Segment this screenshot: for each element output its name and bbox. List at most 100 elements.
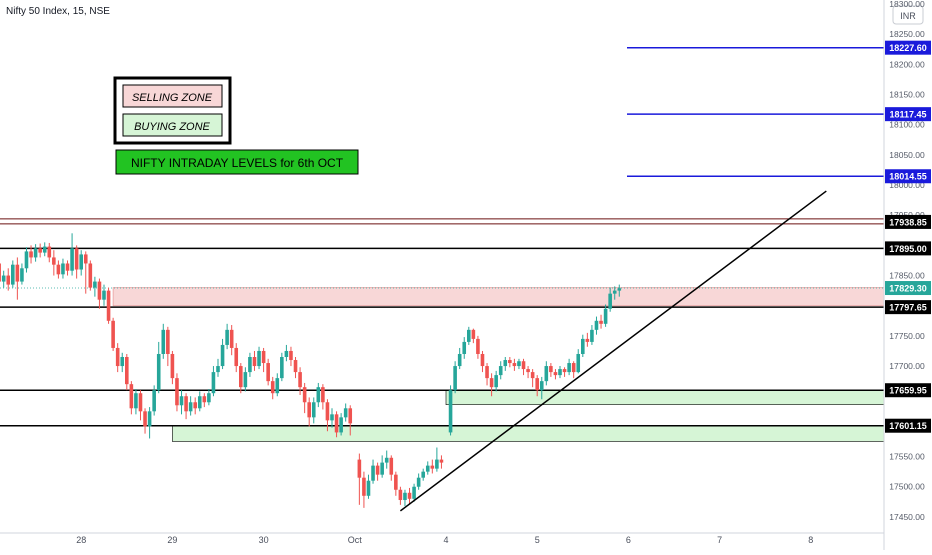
candle-body xyxy=(202,396,207,403)
candle xyxy=(553,369,558,380)
candle-body xyxy=(97,281,102,300)
resistance-price-tag xyxy=(885,107,931,122)
candle-body xyxy=(152,390,156,412)
candle-body xyxy=(485,366,489,379)
currency-badge[interactable] xyxy=(892,5,924,25)
candle-body xyxy=(261,350,266,364)
candle-body xyxy=(421,471,425,478)
candle xyxy=(188,396,193,416)
candle xyxy=(435,447,439,472)
candle-body xyxy=(239,366,243,388)
candle xyxy=(544,361,549,386)
candle xyxy=(457,347,462,370)
y-tick-label: 18300.00 xyxy=(889,0,925,9)
candle xyxy=(334,411,339,438)
candle-body xyxy=(147,411,152,427)
candle xyxy=(61,258,65,279)
y-tick-label: 17700.00 xyxy=(889,361,925,371)
candle xyxy=(147,407,152,439)
candle-body xyxy=(508,360,512,364)
candle xyxy=(375,462,380,481)
candle-body xyxy=(462,341,467,354)
candle xyxy=(512,358,517,371)
candle xyxy=(70,233,74,276)
candle-body xyxy=(42,246,47,253)
candle xyxy=(111,317,115,351)
candle xyxy=(170,350,175,385)
candle-body xyxy=(229,329,234,348)
candle-body xyxy=(612,290,617,294)
y-tick-label: 17450.00 xyxy=(889,512,925,522)
candle xyxy=(608,287,612,312)
resistance-price-tag xyxy=(885,169,931,184)
y-tick-label: 18150.00 xyxy=(889,90,925,100)
candle xyxy=(184,393,188,420)
candle-body xyxy=(184,396,188,412)
candle-body xyxy=(348,408,353,424)
candle xyxy=(234,343,239,373)
candle-body xyxy=(489,378,494,388)
candle xyxy=(239,363,243,394)
x-tick-label: 5 xyxy=(535,535,540,545)
candle-body xyxy=(403,492,407,501)
candle-body xyxy=(467,329,471,342)
candle-body xyxy=(512,363,517,367)
candle xyxy=(88,260,93,291)
candle xyxy=(1,270,6,288)
candle-body xyxy=(252,357,257,367)
candle-body xyxy=(394,474,398,490)
candle xyxy=(38,243,42,258)
candle xyxy=(65,260,70,276)
x-tick-label: 4 xyxy=(443,535,448,545)
candle xyxy=(156,341,161,394)
candle-body xyxy=(225,329,229,345)
candle-body xyxy=(398,489,403,501)
candle-body xyxy=(120,357,125,367)
y-tick-label: 18000.00 xyxy=(889,180,925,190)
candle-body xyxy=(517,361,521,367)
candle-body xyxy=(321,387,325,403)
candle xyxy=(398,486,403,505)
candle-body xyxy=(375,465,380,475)
candle xyxy=(270,376,275,400)
candle-body xyxy=(480,353,485,367)
candle-body xyxy=(0,263,1,282)
candle-body xyxy=(134,393,138,409)
candle xyxy=(476,335,480,359)
candle-body xyxy=(211,372,216,394)
candle-body xyxy=(52,257,56,265)
candle-body xyxy=(539,381,544,391)
candle-body xyxy=(56,264,61,275)
level-price-tag xyxy=(885,418,931,433)
candle xyxy=(302,382,307,414)
candle-body xyxy=(166,329,170,354)
candle-body xyxy=(170,353,175,379)
candle xyxy=(339,413,343,436)
candle-body xyxy=(138,393,143,412)
candle-body xyxy=(143,411,147,427)
candle xyxy=(558,366,562,379)
candle-body xyxy=(11,264,15,285)
resistance-price-label: 18227.60 xyxy=(889,43,927,53)
candle-body xyxy=(266,363,270,382)
y-tick-label: 18100.00 xyxy=(889,120,925,130)
candle-body xyxy=(339,417,343,433)
y-tick-label: 17500.00 xyxy=(889,482,925,492)
candle-body xyxy=(366,480,371,496)
candle-body xyxy=(558,369,562,376)
candle xyxy=(293,357,298,379)
candle-body xyxy=(544,366,549,382)
candle-body xyxy=(79,254,83,270)
candle-body xyxy=(38,248,42,253)
buying-zone-swatch xyxy=(122,113,223,137)
candle-body xyxy=(530,372,535,379)
candle xyxy=(453,361,457,394)
candle xyxy=(83,251,88,294)
candle xyxy=(102,284,106,306)
candle-body xyxy=(115,347,120,367)
candle-body xyxy=(503,360,508,367)
candle-body xyxy=(257,350,261,367)
candle-body xyxy=(47,246,52,258)
